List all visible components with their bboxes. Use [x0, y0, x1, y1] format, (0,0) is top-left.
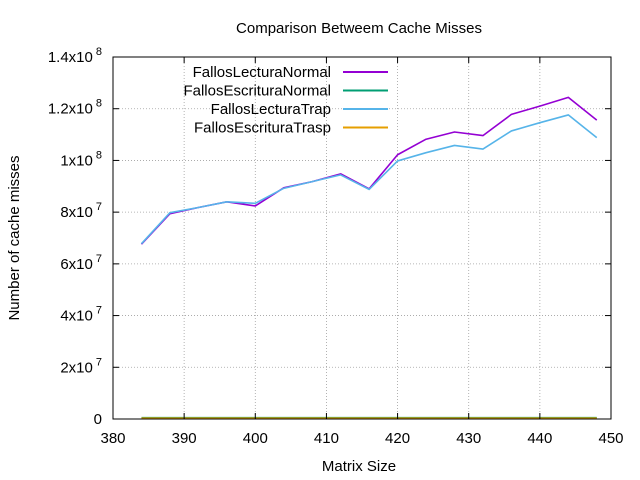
y-tick-exponent: 7: [96, 253, 102, 265]
y-tick-exponent: 8: [96, 149, 102, 161]
y-tick-exponent: 8: [96, 46, 102, 58]
y-tick-base: 6x10: [60, 256, 93, 273]
y-tick-base: 2x10: [60, 359, 93, 376]
y-axis-label: Number of cache misses: [6, 155, 23, 320]
y-tick-base: 1.2x10: [48, 101, 93, 118]
x-tick-label: 420: [385, 430, 410, 447]
y-tick-base: 0: [94, 411, 102, 428]
x-axis-label: Matrix Size: [322, 458, 396, 475]
x-tick-label: 430: [456, 430, 481, 447]
y-tick-label: 4x10 7: [60, 305, 102, 325]
y-tick-label: 2x10 7: [60, 356, 102, 376]
series-line-FallosLecturaTrap: [140, 114, 598, 245]
y-tick-label: 1x10 8: [60, 149, 102, 169]
y-tick-exponent: 8: [96, 98, 102, 110]
y-tick-label: 0: [94, 411, 102, 428]
x-tick-label: 410: [314, 430, 339, 447]
legend-label: FallosEscrituraTrasp: [194, 120, 331, 137]
y-tick-label: 1.2x10 8: [48, 98, 102, 118]
plot-frame: [112, 56, 612, 420]
series-layer: [140, 96, 598, 420]
y-tick-base: 4x10: [60, 308, 93, 325]
x-tick-label: 400: [243, 430, 268, 447]
chart-title: Comparison Betweem Cache Misses: [236, 20, 482, 37]
y-tick-base: 1.4x10: [48, 49, 93, 66]
x-tick-label: 450: [598, 430, 623, 447]
legend: FallosLecturaNormal FallosEscrituraNormal…: [183, 64, 388, 137]
x-tick-label: 380: [100, 430, 125, 447]
y-tick-exponent: 7: [96, 356, 102, 368]
y-tick-label: 8x10 7: [60, 201, 102, 221]
y-tick-base: 1x10: [60, 152, 93, 169]
grid: [113, 57, 611, 419]
x-tick-label: 390: [172, 430, 197, 447]
x-tick-label: 440: [527, 430, 552, 447]
y-tick-label: 6x10 7: [60, 253, 102, 273]
legend-label: FallosLecturaTrap: [211, 101, 331, 118]
y-tick-exponent: 7: [96, 201, 102, 213]
legend-label: FallosLecturaNormal: [193, 64, 331, 81]
y-tick-label: 1.4x10 8: [48, 46, 102, 66]
y-tick-base: 8x10: [60, 204, 93, 221]
legend-label: FallosEscrituraNormal: [183, 83, 331, 100]
y-tick-exponent: 7: [96, 305, 102, 317]
